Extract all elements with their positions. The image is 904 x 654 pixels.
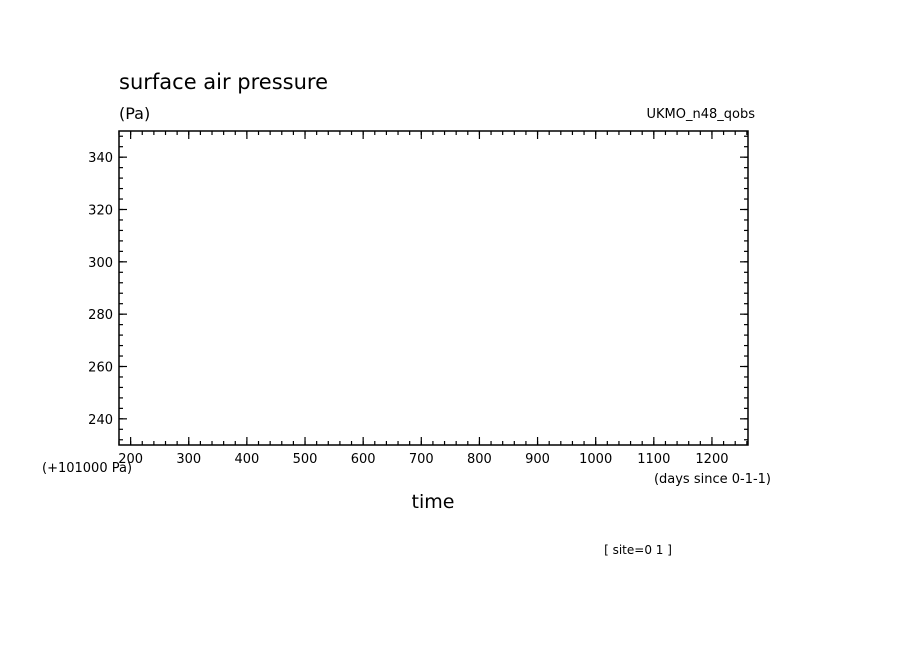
x-axis-title: time (412, 491, 455, 513)
y-axis-units: (Pa) (119, 104, 150, 123)
y-offset-label: (+101000 Pa) (42, 461, 132, 476)
axis-ticks (118, 131, 748, 445)
x-tick-label: 200 (118, 452, 143, 467)
y-tick-label: 260 (88, 361, 113, 376)
x-tick-label: 600 (351, 452, 376, 467)
y-tick-label: 240 (88, 413, 113, 428)
x-tick-label: 1100 (637, 452, 670, 467)
x-tick-label: 700 (409, 452, 434, 467)
y-tick-label: 300 (88, 256, 113, 271)
chart-title: surface air pressure (119, 70, 328, 94)
y-tick-label: 280 (88, 308, 113, 323)
dataset-label: UKMO_n48_qobs (646, 107, 755, 122)
x-tick-label: 400 (234, 452, 259, 467)
x-tick-label: 1200 (695, 452, 728, 467)
y-tick-label: 340 (88, 151, 113, 166)
plot-frame (118, 130, 749, 446)
x-tick-label: 800 (467, 452, 492, 467)
site-label: [ site=0 1 ] (604, 543, 672, 557)
y-tick-label: 320 (88, 204, 113, 219)
axis-tick-labels: 200 300 400 500 600 700 800 900 1000 1100 1200 240 2… (88, 151, 728, 467)
x-tick-label: 300 (176, 452, 201, 467)
x-tick-label: 1000 (579, 452, 612, 467)
x-tick-label: 500 (293, 452, 318, 467)
x-tick-label: 900 (525, 452, 550, 467)
x-axis-units: (days since 0-1-1) (654, 472, 771, 487)
